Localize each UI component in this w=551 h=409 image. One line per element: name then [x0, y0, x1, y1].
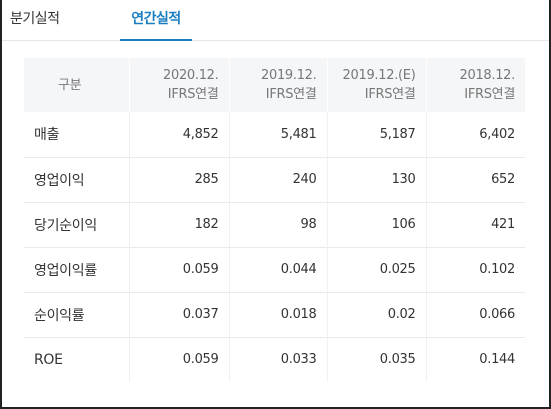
table-cell: 0.144 [425, 337, 525, 382]
row-label: 매출 [34, 127, 60, 144]
row-label: 영업이익 [34, 172, 85, 189]
table-cell: 182 [128, 202, 229, 247]
table-cell: 421 [425, 202, 525, 247]
financial-results-table: 구분 2020.12. IFRS연결 2019.12. IFRS연결 2019.… [24, 58, 525, 382]
table-cell: 0.018 [228, 292, 327, 337]
table-cell: 0.102 [425, 247, 525, 292]
table-cell: 240 [228, 157, 327, 202]
table-row: 순이익률 0.037 0.018 0.02 0.066 [24, 292, 525, 337]
table-cell: 0.066 [425, 292, 525, 337]
table-cell: 5,481 [228, 112, 327, 157]
column-header: 2020.12. IFRS연결 [128, 58, 229, 112]
column-header: 2019.12.(E) IFRS연결 [326, 58, 426, 112]
table-cell: 285 [128, 157, 229, 202]
column-period: 2018.12. [459, 68, 516, 83]
column-standard: IFRS연결 [364, 87, 416, 102]
column-standard: IFRS연결 [265, 87, 317, 102]
table-cell: 0.059 [128, 247, 229, 292]
header-category: 구분 [58, 77, 82, 93]
row-label: 영업이익률 [34, 262, 97, 279]
row-label: 당기순이익 [34, 217, 97, 234]
column-header: 2018.12. IFRS연결 [425, 58, 525, 112]
table-header-row: 구분 2020.12. IFRS연결 2019.12. IFRS연결 2019.… [24, 58, 525, 112]
column-period: 2019.12. [261, 68, 317, 83]
table-cell: 106 [326, 202, 426, 247]
table-cell: 130 [326, 157, 426, 202]
tab-quarterly-results[interactable]: 분기실적 [10, 11, 60, 27]
table-row: 영업이익률 0.059 0.044 0.025 0.102 [24, 247, 525, 292]
row-label: 순이익률 [34, 307, 85, 324]
table-row: 매출 4,852 5,481 5,187 6,402 [24, 112, 525, 157]
table-cell: 0.025 [326, 247, 426, 292]
table-row: ROE 0.059 0.033 0.035 0.144 [24, 337, 525, 382]
table-cell: 0.02 [326, 292, 426, 337]
row-label: ROE [34, 351, 63, 368]
column-header: 2019.12. IFRS연결 [228, 58, 327, 112]
results-tabs: 분기실적 연간실적 [2, 0, 549, 41]
table-cell: 0.035 [326, 337, 426, 382]
column-period: 2019.12.(E) [342, 68, 416, 83]
table-row: 영업이익 285 240 130 652 [24, 157, 525, 202]
column-period: 2020.12. [163, 68, 219, 83]
table-cell: 5,187 [326, 112, 426, 157]
column-standard: IFRS연결 [167, 87, 219, 102]
table-cell: 0.037 [128, 292, 229, 337]
table-cell: 98 [228, 202, 327, 247]
table-cell: 0.059 [128, 337, 229, 382]
table-row: 당기순이익 182 98 106 421 [24, 202, 525, 247]
table-cell: 0.044 [228, 247, 327, 292]
table-cell: 4,852 [128, 112, 229, 157]
table-cell: 6,402 [425, 112, 525, 157]
tab-annual-results[interactable]: 연간실적 [120, 8, 192, 41]
table-cell: 652 [425, 157, 525, 202]
table-cell: 0.033 [228, 337, 327, 382]
column-standard: IFRS연결 [464, 87, 515, 102]
